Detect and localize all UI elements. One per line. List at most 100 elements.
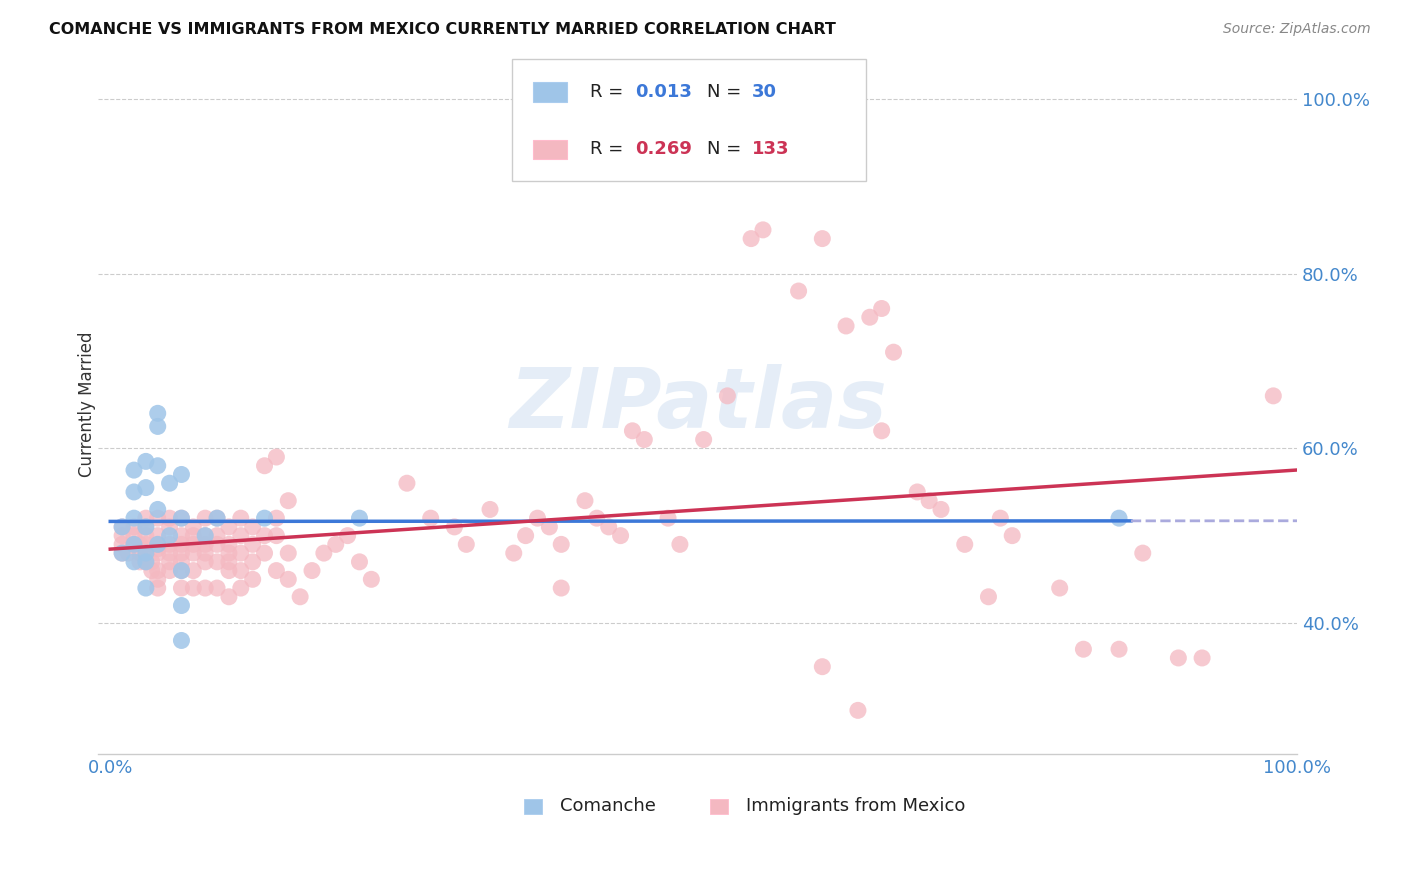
Point <box>929 502 952 516</box>
Point <box>146 537 169 551</box>
Point <box>502 546 524 560</box>
Point <box>229 528 252 542</box>
Point <box>146 581 169 595</box>
Point <box>194 581 217 595</box>
Point <box>598 520 620 534</box>
Point <box>122 520 145 534</box>
Point <box>159 546 181 560</box>
Point <box>1049 581 1071 595</box>
Point <box>170 581 193 595</box>
Point <box>1108 642 1130 657</box>
Point <box>692 433 714 447</box>
Point <box>325 537 347 551</box>
Point <box>205 581 228 595</box>
Point <box>141 564 163 578</box>
Point <box>122 485 145 500</box>
Text: R =: R = <box>591 141 628 159</box>
Point <box>988 511 1011 525</box>
Point <box>266 450 288 464</box>
Point <box>1167 651 1189 665</box>
Point <box>194 555 217 569</box>
Point <box>550 537 572 551</box>
Point <box>716 389 738 403</box>
Point <box>360 572 382 586</box>
Point <box>170 633 193 648</box>
Point <box>918 493 941 508</box>
Point <box>336 528 359 542</box>
Point <box>170 564 193 578</box>
Point <box>266 564 288 578</box>
Point <box>111 520 134 534</box>
Point <box>111 528 134 542</box>
Point <box>229 581 252 595</box>
Point <box>122 555 145 569</box>
Point <box>253 528 276 542</box>
Point <box>859 310 882 325</box>
Point <box>146 406 169 420</box>
Point <box>183 537 205 551</box>
Point <box>218 590 240 604</box>
Point <box>479 502 502 516</box>
Text: R =: R = <box>591 83 628 101</box>
Point <box>159 537 181 551</box>
Point <box>183 520 205 534</box>
Point <box>443 520 465 534</box>
Point <box>846 703 869 717</box>
Point <box>574 493 596 508</box>
FancyBboxPatch shape <box>512 59 866 181</box>
Point <box>135 537 157 551</box>
Point <box>146 564 169 578</box>
Point <box>146 572 169 586</box>
Point <box>159 520 181 534</box>
Point <box>395 476 418 491</box>
Point <box>146 511 169 525</box>
Point <box>194 528 217 542</box>
Point <box>135 546 157 560</box>
Point <box>170 555 193 569</box>
Point <box>122 537 145 551</box>
Point <box>135 511 157 525</box>
Point <box>218 546 240 560</box>
Point <box>538 520 561 534</box>
Point <box>977 590 1000 604</box>
Point <box>129 555 152 569</box>
Point <box>242 572 264 586</box>
Point <box>218 520 240 534</box>
Text: 30: 30 <box>752 83 776 101</box>
Point <box>669 537 692 551</box>
Point <box>135 528 157 542</box>
FancyBboxPatch shape <box>524 798 543 814</box>
Point <box>229 511 252 525</box>
Point <box>194 528 217 542</box>
Y-axis label: Currently Married: Currently Married <box>79 332 96 477</box>
Point <box>159 528 181 542</box>
Point <box>905 485 928 500</box>
Point <box>183 564 205 578</box>
Point <box>953 537 976 551</box>
Point <box>242 555 264 569</box>
Point <box>135 546 157 560</box>
Text: ZIPatlas: ZIPatlas <box>509 364 887 445</box>
Point <box>146 419 169 434</box>
Point <box>170 599 193 613</box>
Point <box>883 345 905 359</box>
Point <box>349 511 371 525</box>
Point <box>419 511 441 525</box>
Point <box>277 572 299 586</box>
Point <box>1132 546 1154 560</box>
Text: Source: ZipAtlas.com: Source: ZipAtlas.com <box>1223 22 1371 37</box>
Point <box>205 511 228 525</box>
Point <box>242 537 264 551</box>
Point <box>1073 642 1095 657</box>
Point <box>205 537 228 551</box>
FancyBboxPatch shape <box>533 82 567 102</box>
Point <box>146 546 169 560</box>
Point <box>550 581 572 595</box>
Point <box>129 546 152 560</box>
Text: Immigrants from Mexico: Immigrants from Mexico <box>745 797 965 815</box>
Point <box>111 546 134 560</box>
Point <box>515 528 537 542</box>
Point <box>170 546 193 560</box>
Point <box>146 537 169 551</box>
Point <box>122 528 145 542</box>
